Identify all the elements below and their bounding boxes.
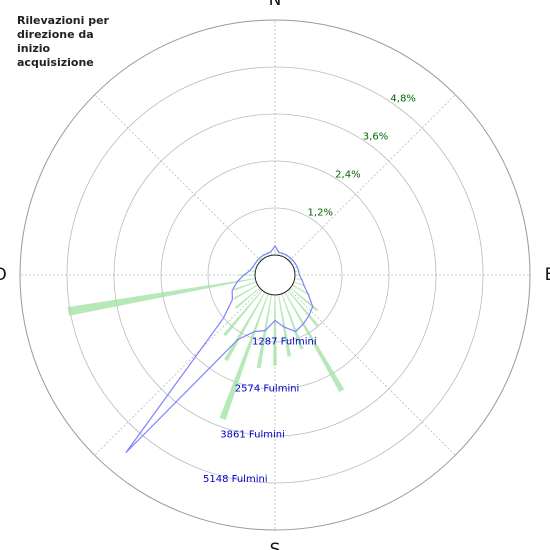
spoke <box>94 94 276 276</box>
r2-tick-label: 2574 Fulmini <box>235 384 300 395</box>
bar <box>67 278 256 316</box>
r2-tick-label: 1287 Fulmini <box>252 336 317 347</box>
r-tick-label: 1,2% <box>308 208 333 219</box>
bar <box>274 251 276 256</box>
r-tick-label: 3,6% <box>363 132 388 143</box>
r-tick-label: 2,4% <box>335 170 360 181</box>
bar <box>256 294 272 369</box>
bar <box>292 284 310 296</box>
bar <box>273 294 277 366</box>
bar <box>294 270 299 272</box>
direction-label: E <box>545 265 550 285</box>
spoke <box>274 94 456 276</box>
direction-label: S <box>270 540 281 550</box>
direction-label: N <box>269 0 282 10</box>
bar <box>239 274 256 276</box>
bar <box>294 274 299 276</box>
bar <box>281 293 304 350</box>
bar <box>293 281 306 287</box>
bar <box>223 290 263 337</box>
bar <box>294 278 303 281</box>
r2-tick-label: 5148 Fulmini <box>203 474 268 485</box>
spoke <box>274 274 456 456</box>
bar <box>284 292 345 393</box>
bar <box>233 284 258 300</box>
bar <box>278 294 292 357</box>
grid-ring <box>113 113 437 437</box>
inner-hole <box>254 254 296 296</box>
outer-circle <box>19 19 531 531</box>
r-tick-label: 4,8% <box>390 94 415 105</box>
grid-ring <box>66 66 484 484</box>
bar <box>287 290 320 328</box>
count-line <box>125 244 314 453</box>
r2-tick-label: 3861 Fulmini <box>220 429 285 440</box>
direction-label: O <box>0 265 7 285</box>
bar <box>219 293 269 420</box>
grid-ring <box>160 160 390 390</box>
bar <box>234 287 260 309</box>
bar <box>233 281 257 291</box>
spoke <box>94 274 276 456</box>
bar <box>290 287 319 312</box>
chart-title: Rilevazioni per direzione da inizio acqu… <box>17 14 109 69</box>
bar <box>224 292 266 362</box>
